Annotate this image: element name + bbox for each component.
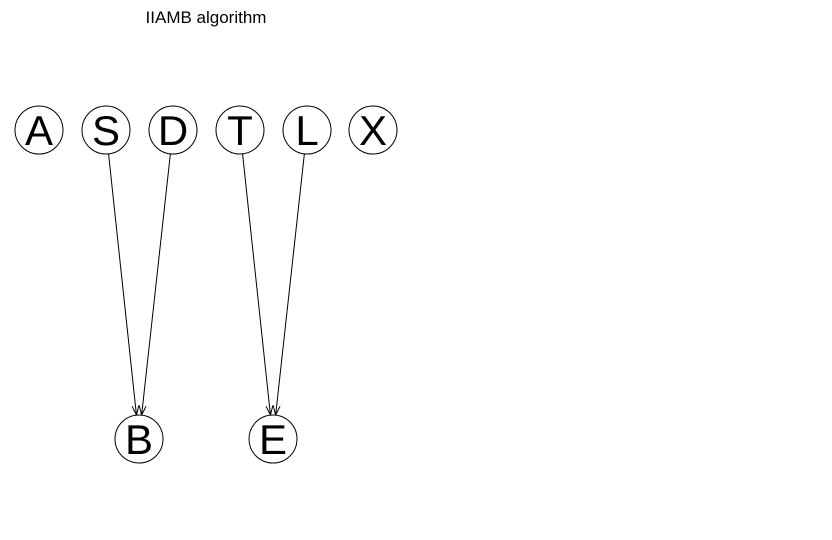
- node-circle: [114, 414, 164, 464]
- edge-t-to-e: [242, 153, 274, 417]
- edge-line: [242, 153, 271, 416]
- edge-line: [108, 153, 137, 416]
- node-s: S: [81, 105, 131, 155]
- edges-layer: [108, 153, 305, 417]
- edge-d-to-b: [138, 153, 171, 417]
- edge-s-to-b: [108, 153, 140, 417]
- node-circle: [148, 105, 198, 155]
- node-label: L: [295, 107, 318, 154]
- node-label: S: [92, 107, 120, 154]
- node-circle: [348, 105, 398, 155]
- edge-line: [275, 153, 305, 416]
- node-a: A: [14, 105, 64, 155]
- node-x: X: [348, 105, 398, 155]
- node-label: D: [158, 107, 188, 154]
- node-t: T: [215, 105, 265, 155]
- edge-l-to-e: [272, 153, 305, 417]
- diagram-title: IIAMB algorithm: [146, 8, 267, 27]
- node-d: D: [148, 105, 198, 155]
- node-circle: [14, 105, 64, 155]
- node-label: T: [227, 107, 253, 154]
- node-e: E: [248, 414, 298, 464]
- node-circle: [248, 414, 298, 464]
- node-l: L: [282, 105, 332, 155]
- node-circle: [81, 105, 131, 155]
- node-label: E: [259, 416, 287, 463]
- node-label: X: [359, 107, 387, 154]
- node-circle: [215, 105, 265, 155]
- nodes-layer: A S D T L X B E: [14, 105, 398, 464]
- node-label: B: [125, 416, 153, 463]
- node-label: A: [25, 107, 53, 154]
- node-b: B: [114, 414, 164, 464]
- edge-line: [141, 153, 171, 416]
- node-circle: [282, 105, 332, 155]
